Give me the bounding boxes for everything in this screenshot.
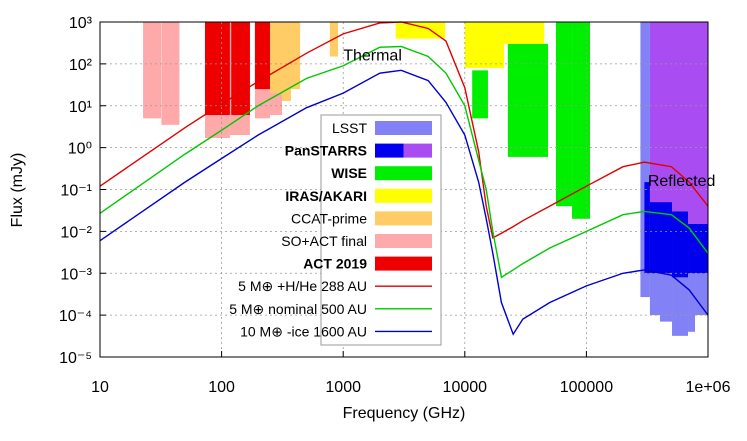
y-tick-label: 10⁻¹ bbox=[60, 183, 92, 200]
x-axis-label: Frequency (GHz) bbox=[343, 405, 466, 422]
range-bar bbox=[672, 211, 689, 278]
y-axis-label: Flux (mJy) bbox=[9, 153, 26, 228]
x-tick-label: 100000 bbox=[560, 379, 613, 396]
annotation: Thermal bbox=[343, 48, 402, 65]
range-bar bbox=[672, 22, 689, 212]
range-bar bbox=[507, 43, 548, 157]
legend-label: CCAT-prime bbox=[291, 210, 367, 226]
legend-label: WISE bbox=[331, 165, 367, 181]
legend-swatch bbox=[375, 166, 432, 181]
x-tick-label: 100 bbox=[208, 379, 235, 396]
range-bar bbox=[503, 22, 545, 44]
legend-label: 10 M⊕ -ice 1600 AU bbox=[240, 323, 367, 339]
x-tick-label: 10000 bbox=[443, 379, 488, 396]
legend-swatch bbox=[375, 121, 432, 135]
range-bar bbox=[269, 93, 283, 116]
x-tick-label: 1000 bbox=[325, 379, 361, 396]
legend-swatch bbox=[375, 234, 432, 248]
x-tick-label: 1e+06 bbox=[686, 379, 731, 396]
legend-swatch bbox=[403, 143, 432, 158]
legend-swatch bbox=[375, 211, 432, 226]
range-bar bbox=[688, 22, 708, 225]
range-bar bbox=[472, 70, 488, 119]
range-bar bbox=[143, 22, 162, 119]
range-bar bbox=[204, 22, 230, 116]
model-line bbox=[99, 21, 709, 239]
y-tick-label: 10¹ bbox=[69, 99, 92, 116]
legend-label: PanSTARRS bbox=[285, 143, 367, 159]
range-bar bbox=[269, 22, 283, 94]
legend-label: SO+ACT final bbox=[281, 233, 367, 249]
plot-frame bbox=[99, 21, 709, 358]
y-tick-label: 10³ bbox=[69, 15, 93, 32]
legend-swatch bbox=[375, 188, 432, 203]
range-bar bbox=[688, 224, 708, 274]
legend-label: ACT 2019 bbox=[303, 256, 367, 272]
model-line bbox=[99, 45, 709, 279]
range-bar bbox=[254, 22, 270, 90]
legend-label: 5 M⊕ nominal 500 AU bbox=[229, 301, 367, 317]
range-bar bbox=[290, 22, 301, 90]
y-tick-label: 10⁰ bbox=[68, 141, 92, 158]
y-tick-label: 10⁻⁴ bbox=[59, 308, 92, 325]
legend-label: 5 M⊕ +H/He 288 AU bbox=[238, 278, 367, 294]
legend-label: IRAS/AKARI bbox=[285, 188, 367, 204]
range-bar bbox=[231, 22, 250, 116]
y-tick-label: 10⁻³ bbox=[60, 266, 92, 283]
range-bar bbox=[649, 22, 673, 203]
legend-swatch bbox=[375, 256, 432, 271]
range-bar bbox=[644, 182, 650, 274]
range-bar bbox=[572, 22, 590, 219]
range-bar bbox=[640, 22, 650, 298]
range-bar bbox=[649, 202, 673, 274]
legend-label: LSST bbox=[332, 120, 367, 136]
x-tick-label: 10 bbox=[91, 379, 109, 396]
y-tick-label: 10⁻² bbox=[60, 224, 92, 241]
y-tick-label: 10² bbox=[69, 57, 93, 74]
range-bar bbox=[555, 22, 573, 207]
annotation: Reflected bbox=[648, 173, 716, 190]
range-bar bbox=[464, 22, 504, 68]
model-line bbox=[99, 69, 709, 336]
y-tick-label: 10⁻⁵ bbox=[59, 350, 92, 367]
range-bar bbox=[395, 22, 446, 39]
legend-swatch bbox=[375, 143, 404, 158]
range-bar bbox=[282, 22, 291, 101]
range-bar bbox=[161, 22, 180, 125]
